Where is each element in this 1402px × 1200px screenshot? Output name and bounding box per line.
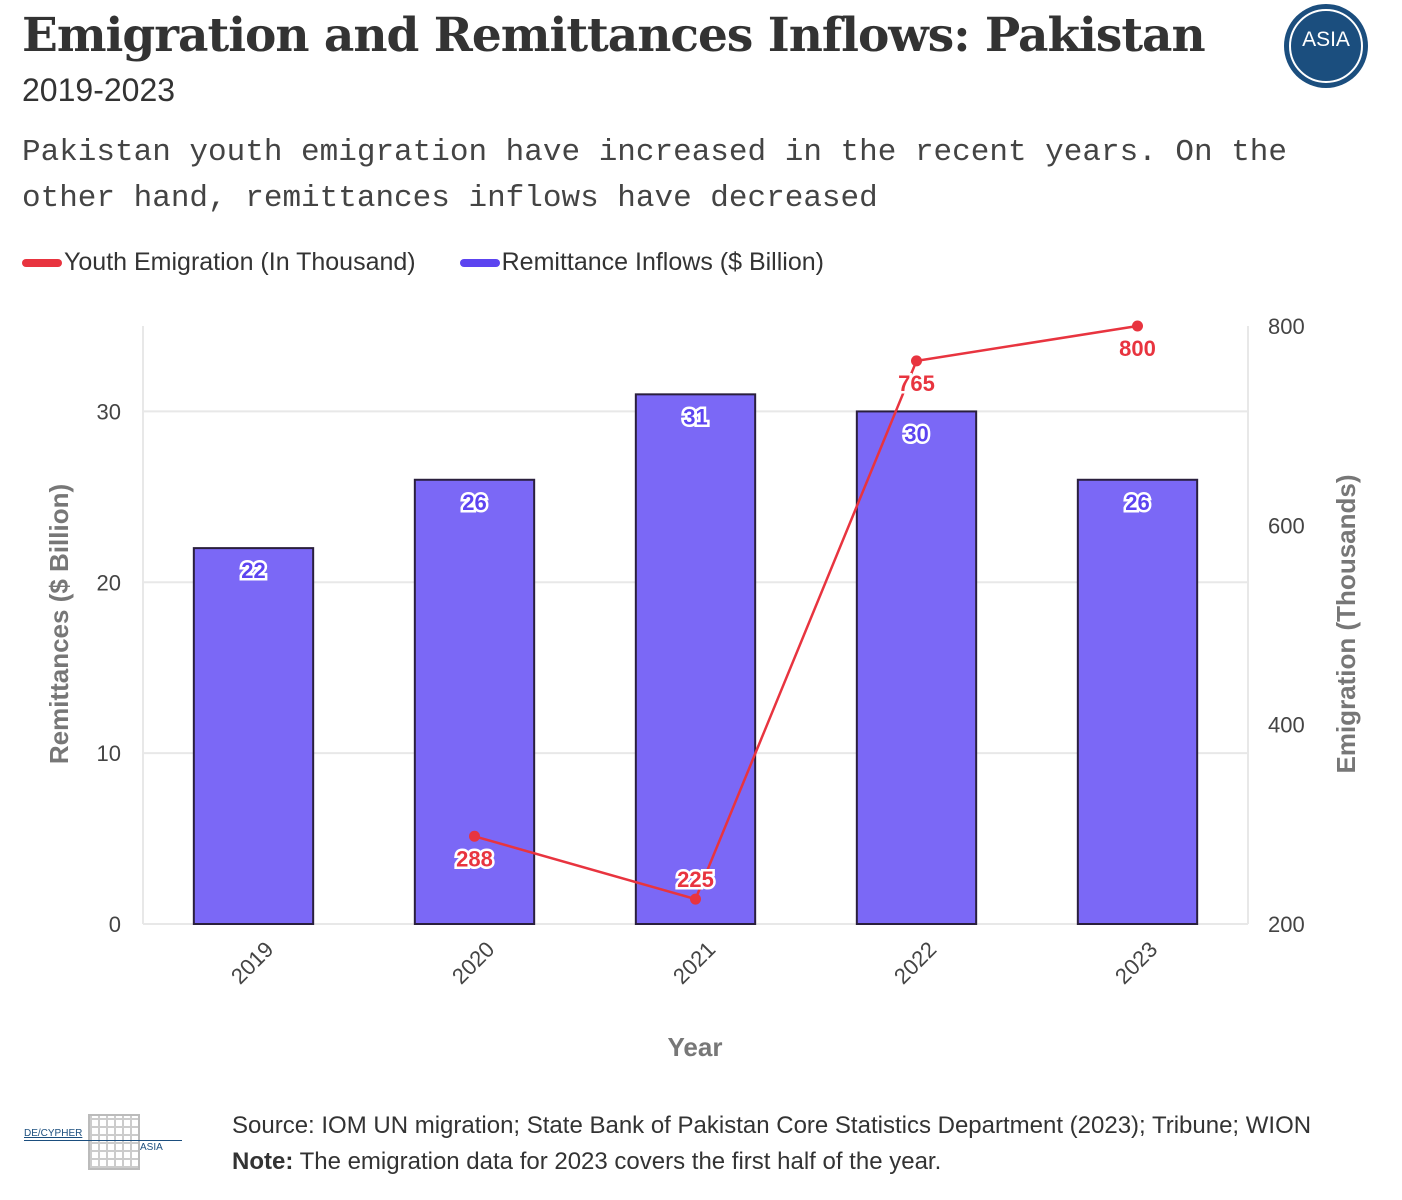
- legend-swatch-emigration: [22, 258, 62, 267]
- y-tick-right-3: 800: [1268, 314, 1305, 339]
- bar-2020: [413, 478, 536, 925]
- bar-label-2019: 22: [241, 558, 265, 583]
- bar-label-2023: 26: [1125, 490, 1149, 515]
- logo-ring: [1289, 9, 1363, 83]
- emigration-point-2020: [469, 830, 480, 842]
- legend-swatch-remittance: [459, 258, 500, 267]
- bar-label-2020: 26: [462, 490, 486, 515]
- note-text: The emigration data for 2023 covers the …: [293, 1148, 942, 1175]
- bar-label-2022: 30: [904, 421, 928, 446]
- chart-svg: 0 10 20 30 200 400 600 800 22 26 31 30 26 288 225 765 80…: [44, 314, 1361, 1062]
- footer-logo-left: DE/CYPHER: [24, 1128, 83, 1139]
- source-text: Source: IOM UN migration; State Bank of …: [232, 1112, 1312, 1139]
- note-label: Note:: [232, 1148, 294, 1175]
- maze-icon: [88, 1114, 140, 1170]
- emigration-point-2023: [1132, 320, 1143, 332]
- decypher-logo: DE/CYPHER ASIA: [24, 1112, 184, 1172]
- y-tick-left-2: 20: [97, 570, 121, 595]
- emigration-label-2021: 225: [677, 867, 714, 892]
- x-tick-2021: 2021: [668, 937, 720, 989]
- y-tick-left-0: 0: [109, 912, 121, 937]
- emigration-line: [474, 324, 1138, 901]
- chart-subtitle: 2019-2023: [22, 72, 176, 108]
- x-tick-2023: 2023: [1110, 937, 1162, 989]
- asia-logo: ASIA: [1284, 4, 1368, 88]
- emigration-point-2021: [690, 893, 701, 905]
- bar-label-2021: 31: [683, 404, 707, 429]
- emigration-label-2020: 288: [456, 846, 493, 871]
- legend-label-emigration: Youth Emigration (In Thousand): [64, 248, 416, 276]
- y-tick-right-1: 400: [1268, 713, 1305, 738]
- y-tick-right-0: 200: [1268, 912, 1305, 937]
- emigration-label-2023: 800: [1119, 336, 1156, 361]
- x-tick-2020: 2020: [447, 937, 499, 989]
- legend: Youth Emigration (In Thousand) Remittanc…: [22, 248, 868, 277]
- x-tick-2022: 2022: [889, 937, 941, 989]
- chart-title: Emigration and Remittances Inflows: Paki…: [22, 8, 1206, 63]
- note-line: Note: The emigration data for 2023 cover…: [232, 1144, 1311, 1180]
- emigration-label-2022: 765: [898, 371, 935, 396]
- x-tick-2019: 2019: [226, 937, 278, 989]
- legend-item-emigration[interactable]: Youth Emigration (In Thousand): [22, 248, 416, 277]
- logo-text: ASIA: [1302, 28, 1350, 51]
- bar-2023: [1076, 478, 1199, 925]
- legend-item-remittance[interactable]: Remittance Inflows ($ Billion): [459, 248, 824, 277]
- footer-logo-line: [24, 1140, 182, 1141]
- bar-2022: [855, 410, 978, 925]
- y-tick-right-2: 600: [1268, 513, 1305, 538]
- x-axis-title: Year: [668, 1032, 723, 1062]
- legend-label-remittance: Remittance Inflows ($ Billion): [501, 248, 824, 276]
- chart-description: Pakistan youth emigration have increased…: [22, 135, 1288, 216]
- bar-2021: [634, 393, 757, 926]
- source-block: Source: IOM UN migration; State Bank of …: [232, 1108, 1311, 1180]
- footer-logo-right: ASIA: [140, 1142, 163, 1153]
- y-tick-left-3: 30: [97, 399, 121, 424]
- y-axis-title-left: Remittances ($ Billion): [44, 484, 74, 764]
- emigration-point-2022: [911, 355, 922, 367]
- y-tick-left-1: 10: [97, 741, 121, 766]
- bar-2019: [192, 547, 315, 925]
- y-axis-title-right: Emigration (Thousands): [1331, 475, 1361, 774]
